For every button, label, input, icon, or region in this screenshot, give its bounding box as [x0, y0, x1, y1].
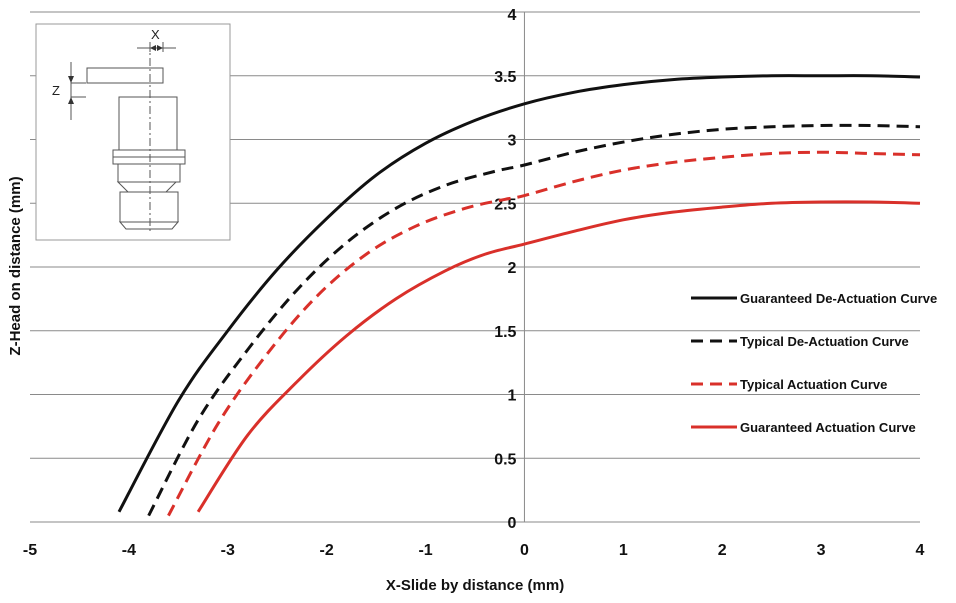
legend-label-guaranteed-actuation-curve: Guaranteed Actuation Curve	[740, 420, 916, 435]
x-tick-label: 4	[916, 542, 925, 559]
x-tick-labels: -5 -4 -3 -2 -1 0 1 2 3 4	[23, 542, 925, 559]
y-tick-label: 1	[508, 388, 517, 405]
inset-frame	[35, 23, 231, 241]
x-tick-label: -1	[418, 542, 432, 559]
series-line-guaranteed-actuation-curve	[196, 200, 921, 513]
y-tick-label: 4	[508, 7, 517, 24]
y-tick-label: 1.5	[494, 324, 516, 341]
x-tick-label: 3	[817, 542, 826, 559]
inset-diagram: X Z	[35, 23, 231, 241]
x-axis-title: X-Slide by distance (mm)	[386, 577, 564, 594]
y-tick-label: 3.5	[494, 69, 516, 86]
x-tick-label: 0	[520, 542, 529, 559]
legend-label-guaranteed-de-actuation-curve: Guaranteed De-Actuation Curve	[740, 291, 937, 306]
series-line-guaranteed-de-actuation-curve	[117, 74, 921, 513]
legend: Guaranteed De-Actuation Curve Typical De-…	[691, 291, 937, 435]
y-tick-label: 3	[508, 133, 517, 150]
x-tick-label: 1	[619, 542, 628, 559]
x-tick-label: -4	[122, 542, 136, 559]
legend-label-typical-de-actuation-curve: Typical De-Actuation Curve	[740, 334, 909, 349]
series-line-typical-de-actuation-curve	[147, 123, 921, 517]
x-tick-label: -2	[320, 542, 334, 559]
y-tick-label: 0.5	[494, 451, 516, 468]
x-tick-label: -3	[221, 542, 235, 559]
y-tick-label: 0	[508, 515, 517, 532]
x-tick-label: 2	[718, 542, 727, 559]
y-tick-labels: 00.511.522.533.54	[494, 7, 516, 532]
y-axis-title: Z-Head on distance (mm)	[7, 176, 24, 355]
x-tick-label: -5	[23, 542, 37, 559]
inset-x-label: X	[151, 27, 160, 42]
series-lines	[117, 74, 921, 517]
legend-label-typical-actuation-curve: Typical Actuation Curve	[740, 377, 887, 392]
inset-arrows	[68, 45, 163, 104]
inset-z-label: Z	[52, 83, 60, 98]
inset-sensor-drawing	[70, 42, 186, 232]
y-tick-label: 2	[508, 260, 517, 277]
